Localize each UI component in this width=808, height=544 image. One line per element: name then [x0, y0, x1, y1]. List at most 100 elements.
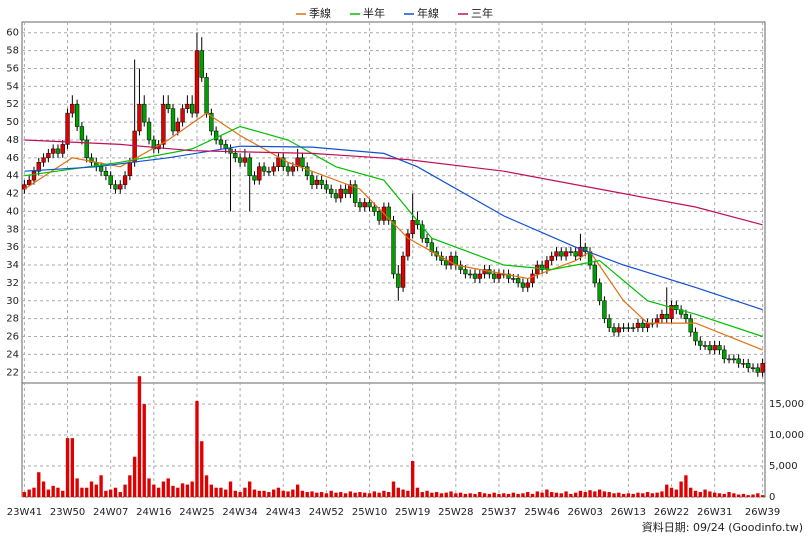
- volume-bar: [439, 493, 444, 497]
- candle-body: [146, 121, 152, 141]
- candle-body: [352, 184, 358, 203]
- volume-bar: [578, 490, 583, 497]
- volume-bar: [746, 495, 750, 497]
- volume-bar: [70, 438, 75, 497]
- volume-bar: [559, 493, 563, 497]
- x-tick-label: 24W52: [309, 507, 344, 518]
- volume-bar: [665, 484, 669, 497]
- x-tick-label: 26W13: [611, 507, 646, 518]
- y-tick-label: 30: [6, 296, 19, 307]
- volume-bar: [636, 492, 640, 497]
- volume-bar: [415, 487, 420, 497]
- volume-bar: [209, 484, 214, 497]
- y-tick-label: 40: [6, 206, 19, 217]
- candle-body: [79, 126, 85, 141]
- volume-bar: [128, 475, 132, 497]
- candle-body: [491, 273, 497, 279]
- candle-body: [482, 269, 487, 275]
- volume-bar: [406, 490, 410, 497]
- footer: 資料日期: 09/24 (Goodinfo.tw): [642, 520, 803, 534]
- candle-body: [55, 148, 61, 154]
- candle-body: [468, 273, 473, 276]
- candle-body: [180, 108, 185, 123]
- candle-body: [300, 157, 305, 168]
- candle-body: [736, 358, 741, 364]
- volume-bar: [41, 481, 46, 497]
- candle-body: [233, 153, 238, 159]
- candle-body: [41, 157, 46, 163]
- ma-line: [24, 145, 763, 311]
- x-tick-label: 25W46: [524, 507, 559, 518]
- candle-body: [362, 202, 367, 208]
- candle-body: [113, 184, 118, 190]
- volume-bar: [420, 492, 424, 497]
- y2-tick-label: 5,000: [769, 461, 798, 472]
- volume-bar: [37, 472, 41, 497]
- ma-line: [24, 125, 763, 338]
- volume-bar: [593, 491, 597, 497]
- volume-bar: [597, 489, 602, 497]
- candle-body: [161, 103, 166, 145]
- candle-body: [688, 318, 693, 333]
- x-tick-label: 26W39: [745, 507, 780, 518]
- volume-bar: [176, 487, 180, 497]
- volume-bar: [425, 490, 429, 497]
- candle-body: [348, 184, 353, 194]
- candle-body: [683, 313, 689, 319]
- volume-bar: [89, 481, 94, 497]
- candle-body: [89, 157, 94, 163]
- y-tick-label: 32: [6, 278, 19, 289]
- y-tick-label: 60: [6, 28, 19, 39]
- x-tick-label: 26W03: [568, 507, 603, 518]
- candle-body: [108, 175, 113, 185]
- volume-bar: [458, 492, 463, 497]
- volume-bar: [305, 492, 309, 497]
- volume-bar: [171, 485, 175, 497]
- candle-body: [70, 103, 75, 114]
- candle-body: [669, 305, 674, 319]
- volume-bar: [583, 492, 587, 497]
- volume-bar: [736, 494, 741, 497]
- candle-body: [611, 327, 617, 333]
- volume-bar: [550, 492, 554, 497]
- volume-bar: [410, 461, 415, 497]
- volume-bar: [511, 492, 516, 497]
- candle-body: [194, 50, 200, 114]
- candle-body: [357, 202, 363, 208]
- y2-tick-label: 15,000: [769, 399, 804, 410]
- volume-bar: [487, 493, 492, 497]
- x-tick-label: 24W43: [266, 507, 301, 518]
- candle-body: [592, 264, 597, 284]
- volume-bar: [123, 484, 127, 497]
- candle-body: [405, 233, 411, 257]
- volume-bar: [554, 492, 559, 497]
- volume-bar: [147, 478, 151, 497]
- volume-bar: [22, 492, 27, 497]
- volume-bar: [51, 485, 55, 497]
- volume-bar: [449, 491, 453, 497]
- volume-bar: [367, 493, 372, 497]
- volume-bar: [113, 487, 118, 497]
- ma-line: [24, 139, 763, 226]
- volume-bar: [703, 489, 707, 497]
- candle-body: [698, 340, 703, 346]
- x-tick-label: 24W07: [93, 507, 128, 518]
- candle-body: [213, 130, 219, 141]
- volume-bar: [238, 492, 242, 497]
- volume-bar: [679, 481, 683, 497]
- volume-bar: [281, 490, 285, 497]
- candle-body: [463, 269, 468, 275]
- candle-body: [74, 103, 80, 127]
- candle-body: [511, 278, 516, 280]
- volume-bar: [492, 492, 496, 497]
- volume-bar: [137, 376, 142, 497]
- volume-bar: [99, 475, 103, 497]
- candle-body: [726, 358, 732, 361]
- candle-body: [27, 179, 32, 185]
- volume-bar: [684, 475, 688, 497]
- candle-body: [659, 313, 665, 319]
- candle-body: [664, 313, 669, 319]
- candle-body: [477, 273, 482, 279]
- volume-bar: [243, 487, 247, 497]
- candle-body: [741, 363, 746, 365]
